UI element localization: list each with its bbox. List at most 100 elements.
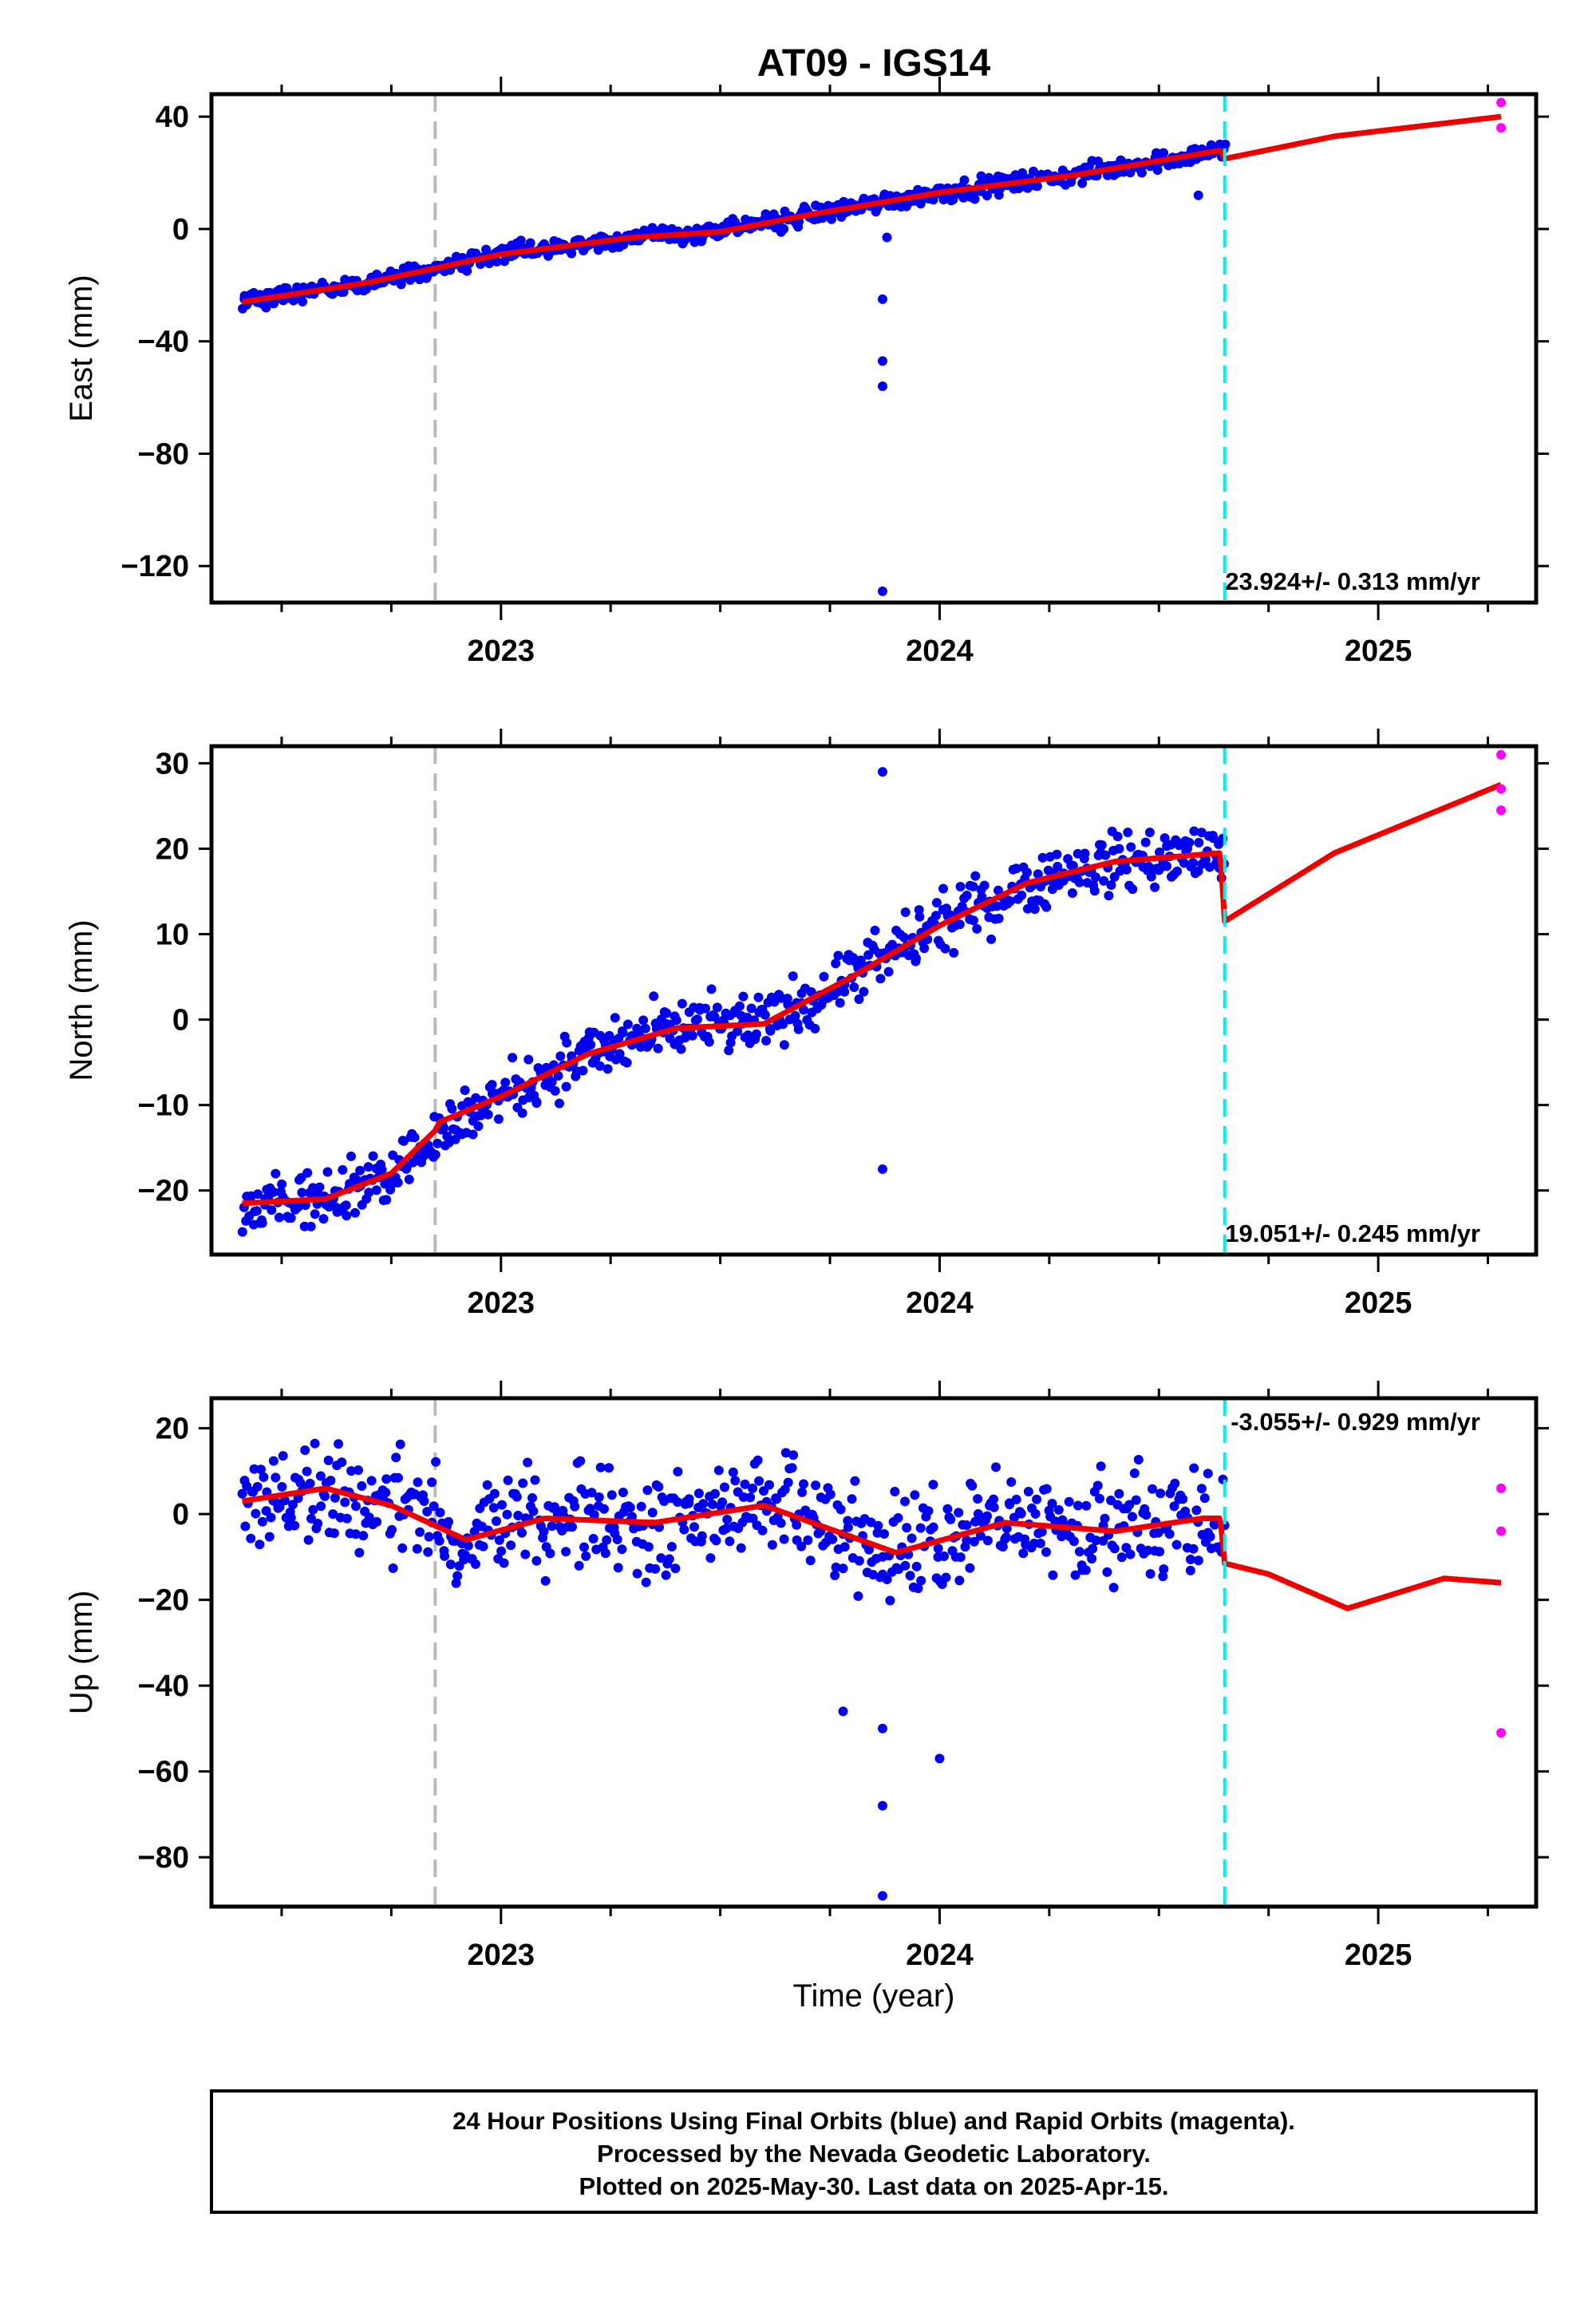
data-point bbox=[977, 891, 987, 902]
data-point bbox=[753, 1455, 763, 1465]
data-point bbox=[875, 974, 886, 984]
data-point bbox=[670, 1563, 681, 1574]
data-point bbox=[391, 1452, 401, 1463]
data-point bbox=[650, 1563, 661, 1574]
data-point bbox=[581, 1551, 591, 1561]
caption-line-1: 24 Hour Positions Using Final Orbits (bl… bbox=[452, 2107, 1295, 2135]
data-point bbox=[622, 1057, 632, 1068]
data-point bbox=[1029, 904, 1040, 915]
data-point bbox=[1005, 1500, 1015, 1510]
data-point bbox=[992, 901, 1002, 911]
data-point bbox=[478, 1541, 488, 1551]
data-point bbox=[662, 1008, 672, 1018]
data-point bbox=[767, 1539, 777, 1550]
data-point bbox=[555, 1098, 564, 1109]
up-y-axis-label: Up (mm) bbox=[64, 1591, 99, 1715]
data-point bbox=[843, 1522, 853, 1532]
data-point bbox=[540, 1575, 551, 1586]
data-point bbox=[381, 1474, 392, 1484]
data-point bbox=[368, 1151, 378, 1161]
data-point bbox=[257, 1516, 267, 1527]
data-point bbox=[553, 1071, 563, 1081]
data-point bbox=[1067, 888, 1077, 898]
data-point bbox=[1030, 1508, 1041, 1519]
data-point bbox=[900, 1496, 910, 1507]
data-point bbox=[799, 1005, 809, 1015]
y-tick-label: −80 bbox=[138, 1841, 189, 1875]
data-point bbox=[372, 1516, 382, 1527]
data-point bbox=[975, 1531, 986, 1541]
x-tick-label: 2023 bbox=[468, 1286, 535, 1320]
data-point bbox=[381, 1195, 392, 1205]
data-point bbox=[955, 1552, 966, 1563]
data-point bbox=[831, 1562, 841, 1572]
data-point bbox=[354, 1547, 365, 1558]
data-point bbox=[1148, 1484, 1157, 1494]
data-point bbox=[561, 1547, 571, 1557]
data-point bbox=[578, 1065, 588, 1076]
data-point bbox=[759, 1486, 768, 1496]
data-point bbox=[734, 1001, 745, 1011]
data-point bbox=[530, 1475, 540, 1485]
data-point bbox=[473, 1121, 484, 1132]
data-point bbox=[746, 1003, 757, 1014]
data-point bbox=[445, 1559, 456, 1570]
data-point bbox=[570, 1501, 580, 1512]
data-point bbox=[854, 994, 864, 1004]
data-point bbox=[1114, 844, 1124, 854]
data-point bbox=[970, 1516, 981, 1527]
data-point bbox=[433, 1138, 443, 1148]
caption-line-2: Processed by the Nevada Geodetic Laborat… bbox=[597, 2140, 1151, 2168]
rapid-point bbox=[1496, 1728, 1507, 1738]
data-point bbox=[830, 1571, 840, 1580]
data-point bbox=[246, 1533, 256, 1543]
data-point bbox=[847, 1494, 857, 1504]
data-point bbox=[1099, 875, 1109, 886]
data-point bbox=[779, 1534, 789, 1544]
data-point bbox=[736, 1543, 746, 1553]
data-point bbox=[358, 1531, 369, 1541]
data-point bbox=[753, 992, 764, 1002]
data-point bbox=[855, 955, 866, 966]
data-point bbox=[413, 1477, 423, 1488]
data-point bbox=[278, 1451, 288, 1461]
data-point bbox=[1129, 1468, 1140, 1478]
data-point bbox=[1116, 156, 1127, 166]
data-point bbox=[1023, 1487, 1033, 1496]
data-point bbox=[931, 898, 942, 908]
rapid-point bbox=[1496, 123, 1507, 133]
y-tick-label: 0 bbox=[172, 1498, 189, 1531]
x-axis-label: Time (year) bbox=[793, 1978, 955, 2014]
caption-box bbox=[210, 2089, 1538, 2214]
data-point bbox=[1188, 858, 1198, 868]
data-point bbox=[328, 1509, 338, 1520]
data-point bbox=[666, 1542, 677, 1551]
data-point bbox=[500, 1077, 511, 1088]
data-point bbox=[1037, 1527, 1047, 1537]
data-point bbox=[1017, 890, 1027, 900]
data-point bbox=[471, 1559, 480, 1569]
data-point bbox=[1194, 837, 1204, 848]
data-point bbox=[286, 1512, 296, 1523]
data-point bbox=[488, 1503, 499, 1513]
data-point bbox=[1035, 1539, 1045, 1548]
data-point bbox=[928, 1522, 938, 1532]
data-point bbox=[271, 1168, 281, 1179]
data-point bbox=[550, 1502, 559, 1512]
data-point bbox=[728, 1467, 738, 1477]
data-point bbox=[579, 1542, 589, 1552]
data-point bbox=[1011, 864, 1021, 874]
data-point bbox=[1141, 1510, 1152, 1520]
y-tick-label: 40 bbox=[156, 101, 189, 134]
data-point bbox=[324, 1202, 334, 1212]
y-tick-label: −20 bbox=[138, 1175, 189, 1208]
data-point bbox=[640, 1023, 650, 1034]
data-point bbox=[338, 1164, 348, 1175]
data-point bbox=[525, 238, 535, 248]
data-point bbox=[1053, 861, 1063, 871]
outlier-point bbox=[882, 232, 892, 243]
data-point bbox=[1109, 1543, 1120, 1554]
data-point bbox=[991, 1462, 1001, 1472]
data-point bbox=[697, 1531, 707, 1541]
